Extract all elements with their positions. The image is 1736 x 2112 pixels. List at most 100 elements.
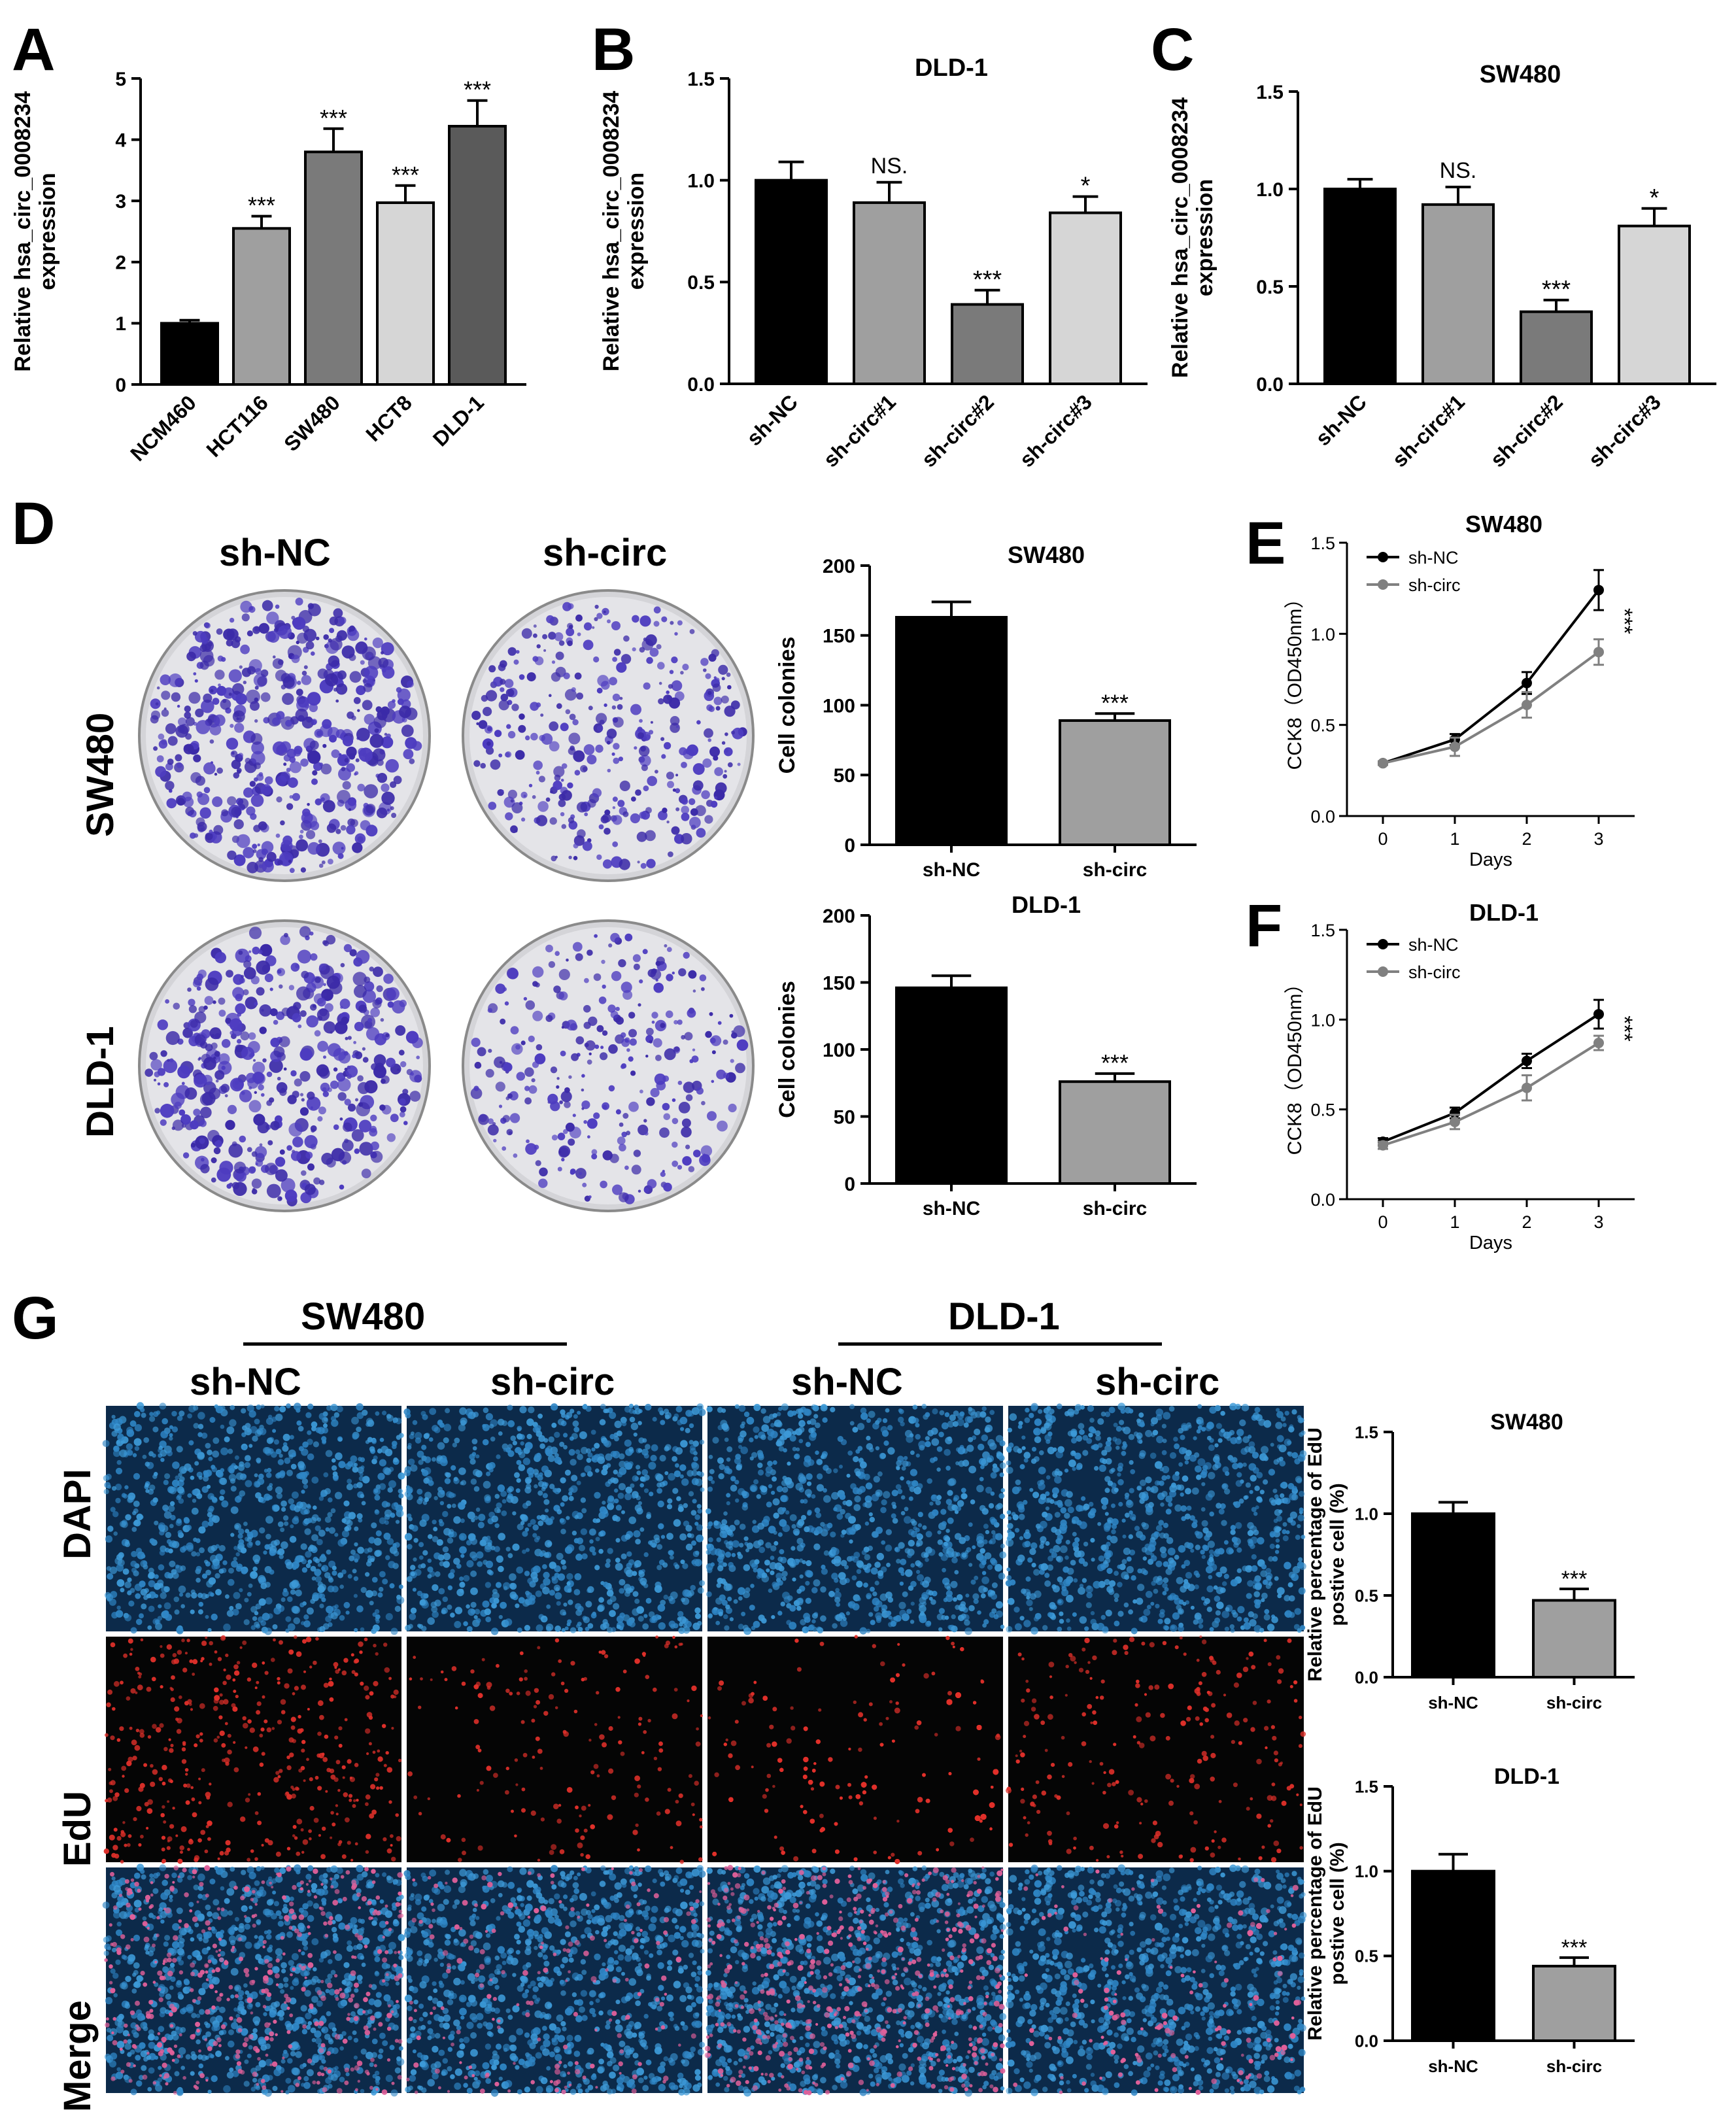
colony-col-label-shcirc: sh-circ: [543, 531, 667, 575]
colony-dish-sw480-shcirc: [458, 585, 758, 886]
y-tick-label: 50: [834, 1106, 855, 1128]
significance-label: ***: [1612, 1015, 1637, 1042]
data-point: [1593, 647, 1604, 657]
x-tick-label: sh-NC: [923, 1198, 980, 1219]
y-tick-label: 1.0: [1310, 624, 1335, 644]
x-tick-label: 2: [1522, 829, 1531, 849]
x-tick-label: sh-circ: [1083, 1198, 1147, 1219]
y-axis-label: Relative hsa_circ_0008234expression: [1168, 97, 1217, 378]
bar-sh-circ: [1533, 1966, 1615, 2041]
y-tick-label: 1: [115, 313, 126, 335]
colony-dish-sw480-shnc: [134, 585, 435, 886]
micrograph-dapi-sw480-shnc: [103, 1402, 405, 1635]
x-tick-label: 3: [1593, 829, 1603, 849]
chart-title: SW480: [1480, 61, 1561, 88]
legend-entry: sh-circ: [1408, 575, 1461, 595]
bar-hct8: [377, 203, 434, 384]
x-tick-label: sh-circ#3: [1584, 390, 1665, 471]
x-tick-label: 1: [1450, 1212, 1459, 1232]
y-tick-label: 1.0: [1355, 1504, 1378, 1524]
bar-sh-nc: [896, 988, 1006, 1184]
y-tick-label: 0.0: [1310, 1190, 1335, 1210]
micrograph-merge-dld1-shnc: [705, 1865, 1006, 2097]
y-tick-label: 1.0: [687, 170, 715, 192]
x-tick-label: sh-circ: [1083, 859, 1147, 881]
y-tick-label: 0: [844, 835, 855, 857]
y-tick-label: 1.0: [1355, 1862, 1378, 1881]
significance-label: ***: [1612, 608, 1637, 634]
legend-marker: [1378, 552, 1388, 562]
legend-entry: sh-NC: [1408, 935, 1459, 955]
y-tick-label: 0: [115, 375, 126, 396]
y-tick-label: 1.5: [687, 69, 715, 90]
x-tick-label: DLD-1: [428, 390, 488, 451]
micrograph-merge-sw480-shnc: [103, 1864, 405, 2096]
y-tick-label: 0.5: [1310, 716, 1335, 736]
y-axis-label: Relative percentage of EdUpostive cell (…: [1304, 1427, 1348, 1681]
significance-label: ***: [1101, 689, 1129, 716]
micrograph-edu-dld1-shnc: [707, 1635, 1003, 1864]
y-tick-label: 2: [115, 252, 126, 274]
legend-marker: [1378, 966, 1388, 977]
y-tick-label: 1.5: [1310, 921, 1335, 940]
data-point: [1450, 1117, 1460, 1127]
legend-entry: sh-NC: [1408, 548, 1459, 568]
bar-sh-circ: [1533, 1601, 1615, 1678]
bar-sh-nc: [1412, 1871, 1494, 2041]
x-tick-label: 2: [1522, 1212, 1531, 1232]
panel-letter-g: G: [12, 1288, 59, 1348]
data-point: [1593, 1009, 1604, 1019]
bar-sw480: [305, 152, 362, 384]
bar-sh-nc: [1412, 1514, 1494, 1677]
significance-label: *: [1650, 184, 1659, 212]
colony-row-label-sw480: SW480: [78, 713, 122, 837]
bar-sh-circ-3: [1619, 226, 1690, 384]
edu-col-label-2: sh-circ: [490, 1360, 615, 1404]
legend-entry: sh-circ: [1408, 962, 1461, 982]
x-tick-label: sh-NC: [1311, 390, 1371, 450]
x-tick-label: sh-NC: [1428, 2056, 1478, 2076]
edu-col-label-4: sh-circ: [1095, 1360, 1219, 1404]
x-tick-label: NCM460: [126, 390, 201, 466]
significance-label: NS.: [1440, 158, 1477, 183]
significance-label: ***: [392, 162, 419, 188]
y-tick-label: 200: [823, 906, 855, 927]
bar-sh-circ-2: [952, 305, 1023, 384]
data-point: [1378, 1140, 1388, 1151]
chart-title: SW480: [1490, 1410, 1563, 1435]
bar-sh-circ-2: [1521, 312, 1591, 384]
y-tick-label: 0.5: [1355, 1947, 1378, 1966]
x-tick-label: sh-circ#1: [1387, 390, 1469, 471]
significance-label: *: [1081, 173, 1091, 200]
y-tick-label: 0.5: [687, 272, 715, 294]
micrograph-merge-sw480-shcirc: [403, 1865, 706, 2097]
x-tick-label: sh-circ#3: [1015, 390, 1097, 471]
y-axis-label: CCK8（OD450nm）: [1284, 589, 1306, 770]
edu-col-label-3: sh-NC: [791, 1360, 903, 1404]
y-tick-label: 0.0: [1355, 2031, 1378, 2051]
x-tick-label: HCT8: [361, 390, 417, 446]
micrograph-edu-sw480-shcirc: [407, 1635, 703, 1864]
x-tick-label: SW480: [279, 390, 345, 456]
y-tick-label: 4: [115, 129, 126, 151]
x-tick-label: sh-circ#1: [819, 390, 900, 471]
panel-letter-f: F: [1246, 896, 1282, 956]
chart-title: SW480: [1465, 511, 1542, 537]
y-tick-label: 150: [823, 626, 855, 647]
data-point: [1593, 585, 1604, 595]
y-tick-label: 0.0: [1355, 1667, 1378, 1687]
bar-sh-nc: [1325, 189, 1395, 384]
x-tick-label: sh-NC: [742, 390, 802, 450]
bar-sh-nc: [756, 180, 826, 384]
data-point: [1522, 1056, 1532, 1066]
data-point: [1378, 758, 1388, 768]
bar-dld-1: [449, 126, 505, 384]
chart-title: DLD-1: [1012, 891, 1081, 918]
data-point: [1593, 1038, 1604, 1048]
